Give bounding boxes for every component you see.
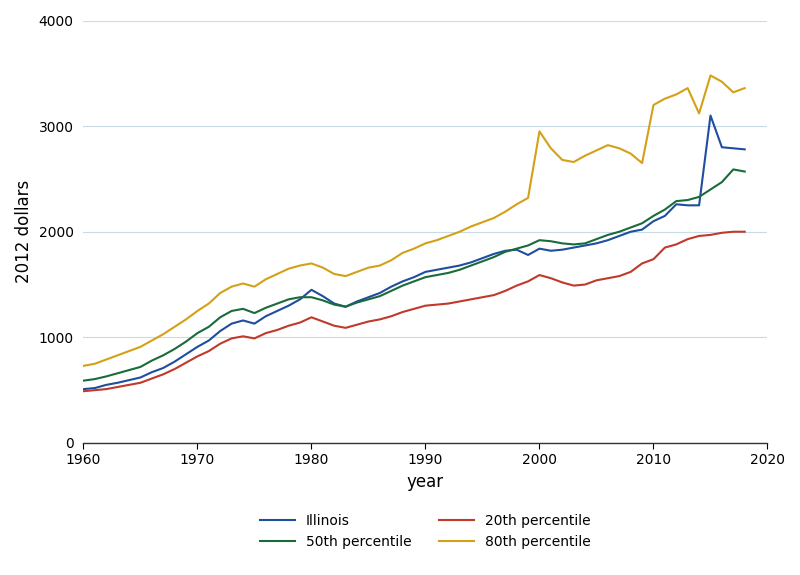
20th percentile xyxy=(147,375,157,382)
50th percentile xyxy=(78,377,88,384)
Line: 80th percentile: 80th percentile xyxy=(83,75,745,366)
Illinois xyxy=(558,246,567,253)
20th percentile xyxy=(729,228,738,235)
Y-axis label: 2012 dollars: 2012 dollars xyxy=(15,180,33,283)
20th percentile xyxy=(740,228,750,235)
20th percentile xyxy=(102,386,111,393)
80th percentile xyxy=(558,156,567,163)
Legend: Illinois, 50th percentile, 20th percentile, 80th percentile: Illinois, 50th percentile, 20th percenti… xyxy=(254,508,597,554)
50th percentile xyxy=(421,274,430,281)
50th percentile xyxy=(558,240,567,247)
80th percentile xyxy=(706,72,715,79)
X-axis label: year: year xyxy=(407,473,444,491)
50th percentile xyxy=(147,357,157,364)
80th percentile xyxy=(250,283,259,290)
20th percentile xyxy=(182,359,191,366)
80th percentile xyxy=(421,240,430,247)
50th percentile xyxy=(250,309,259,316)
80th percentile xyxy=(147,337,157,344)
50th percentile xyxy=(740,168,750,175)
Illinois xyxy=(740,146,750,153)
20th percentile xyxy=(558,279,567,286)
Illinois xyxy=(250,320,259,327)
Line: 50th percentile: 50th percentile xyxy=(83,170,745,381)
Line: 20th percentile: 20th percentile xyxy=(83,232,745,391)
80th percentile xyxy=(182,316,191,323)
20th percentile xyxy=(78,388,88,394)
80th percentile xyxy=(102,356,111,363)
Illinois xyxy=(78,386,88,393)
Illinois xyxy=(182,351,191,358)
20th percentile xyxy=(250,335,259,342)
50th percentile xyxy=(182,338,191,345)
50th percentile xyxy=(729,166,738,173)
80th percentile xyxy=(740,85,750,91)
Illinois xyxy=(102,381,111,388)
Illinois xyxy=(706,112,715,119)
20th percentile xyxy=(421,302,430,309)
Illinois xyxy=(147,369,157,375)
Illinois xyxy=(421,269,430,275)
80th percentile xyxy=(78,362,88,369)
Line: Illinois: Illinois xyxy=(83,116,745,389)
50th percentile xyxy=(102,373,111,380)
